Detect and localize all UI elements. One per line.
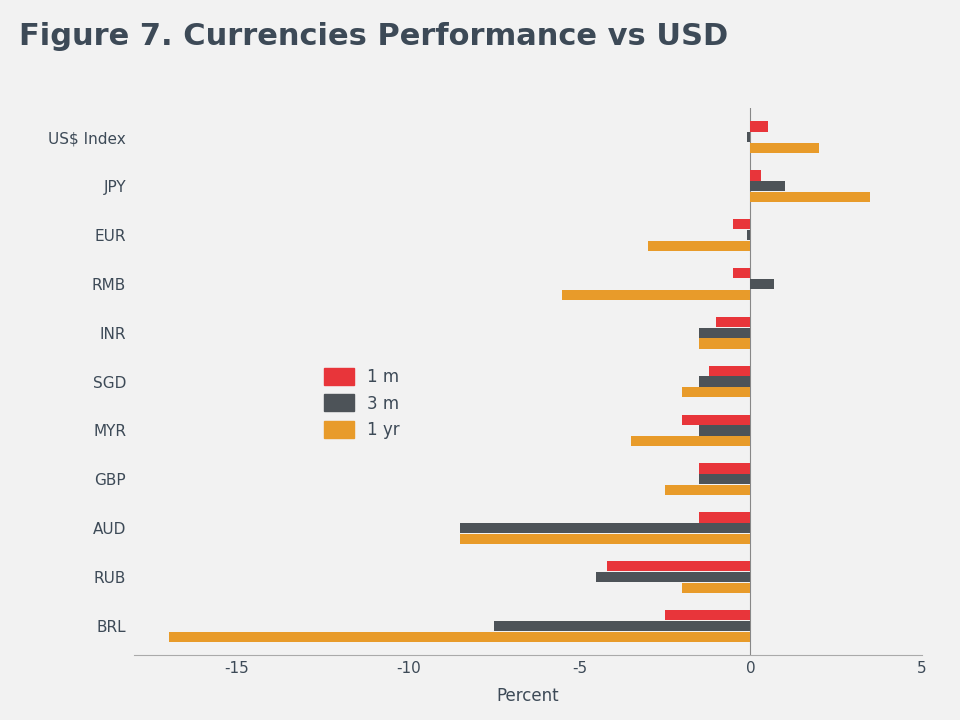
Bar bbox=[682, 582, 751, 593]
Bar bbox=[751, 279, 775, 289]
Bar bbox=[751, 143, 819, 153]
Bar bbox=[709, 366, 751, 376]
Bar bbox=[699, 377, 751, 387]
Bar bbox=[751, 122, 768, 132]
Legend: 1 m, 3 m, 1 yr: 1 m, 3 m, 1 yr bbox=[324, 368, 399, 439]
Bar bbox=[631, 436, 751, 446]
Bar bbox=[751, 181, 784, 192]
Bar bbox=[699, 513, 751, 523]
Bar bbox=[563, 289, 751, 300]
X-axis label: Percent: Percent bbox=[496, 687, 560, 705]
Bar bbox=[699, 328, 751, 338]
Bar bbox=[699, 426, 751, 436]
Bar bbox=[460, 523, 751, 534]
Bar bbox=[716, 317, 751, 327]
Bar bbox=[751, 192, 871, 202]
Bar bbox=[493, 621, 751, 631]
Bar bbox=[596, 572, 751, 582]
Bar bbox=[699, 338, 751, 348]
Bar bbox=[460, 534, 751, 544]
Bar bbox=[169, 631, 751, 642]
Bar bbox=[699, 464, 751, 474]
Bar bbox=[665, 610, 751, 620]
Text: Figure 7. Currencies Performance vs USD: Figure 7. Currencies Performance vs USD bbox=[19, 22, 729, 50]
Bar bbox=[682, 415, 751, 425]
Bar bbox=[648, 240, 751, 251]
Bar bbox=[733, 268, 751, 278]
Bar bbox=[751, 171, 760, 181]
Bar bbox=[665, 485, 751, 495]
Bar bbox=[747, 230, 751, 240]
Bar bbox=[733, 219, 751, 230]
Bar bbox=[699, 474, 751, 485]
Bar bbox=[607, 561, 751, 572]
Bar bbox=[747, 132, 751, 143]
Bar bbox=[682, 387, 751, 397]
